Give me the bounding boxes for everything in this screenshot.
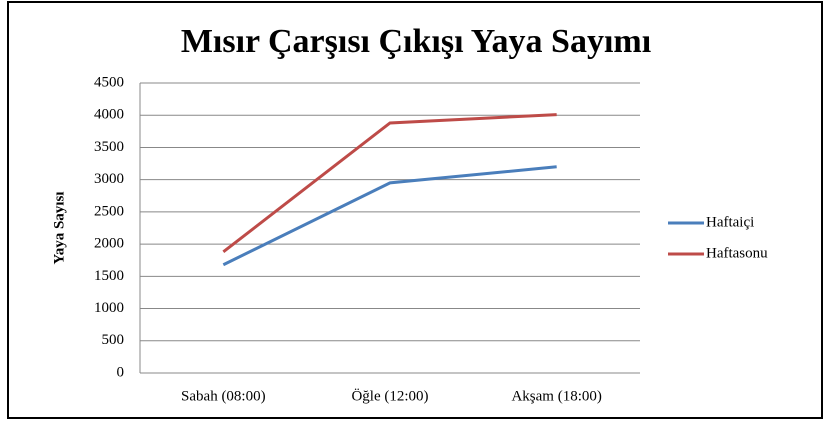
chart-title: Mısır Çarşısı Çıkışı Yaya Sayımı — [181, 23, 651, 60]
y-tick-label: 1000 — [94, 300, 124, 316]
x-tick-label: Akşam (18:00) — [511, 388, 601, 404]
y-tick-label: 4000 — [94, 107, 124, 123]
y-tick-label: 500 — [102, 332, 125, 348]
chart-frame — [7, 1, 823, 419]
x-tick-label: Sabah (08:00) — [181, 388, 266, 404]
x-tick-label: Öğle (12:00) — [351, 387, 428, 404]
series-line — [222, 165, 557, 267]
legend-label: Haftaiçi — [706, 214, 754, 230]
y-tick-label: 2000 — [94, 236, 124, 252]
y-tick-label: 1500 — [94, 268, 124, 284]
legend-label: Haftasonu — [706, 245, 768, 261]
y-tick-label: 3000 — [94, 171, 124, 187]
series-line — [222, 113, 557, 254]
y-tick-label: 4500 — [94, 74, 124, 90]
y-tick-label: 3500 — [94, 139, 124, 155]
y-tick-label: 0 — [117, 364, 125, 380]
y-tick-label: 2500 — [94, 203, 124, 219]
y-axis-label: Yaya Sayısı — [51, 192, 67, 265]
